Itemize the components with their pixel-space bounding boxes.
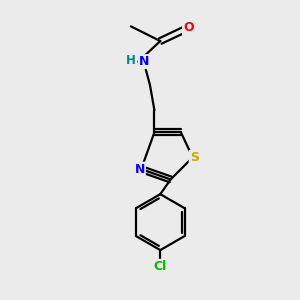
Text: Cl: Cl (154, 260, 167, 273)
Text: N: N (139, 55, 149, 68)
Text: H: H (126, 54, 136, 67)
Text: O: O (183, 21, 194, 34)
Text: N: N (134, 163, 145, 176)
Text: S: S (190, 151, 199, 164)
